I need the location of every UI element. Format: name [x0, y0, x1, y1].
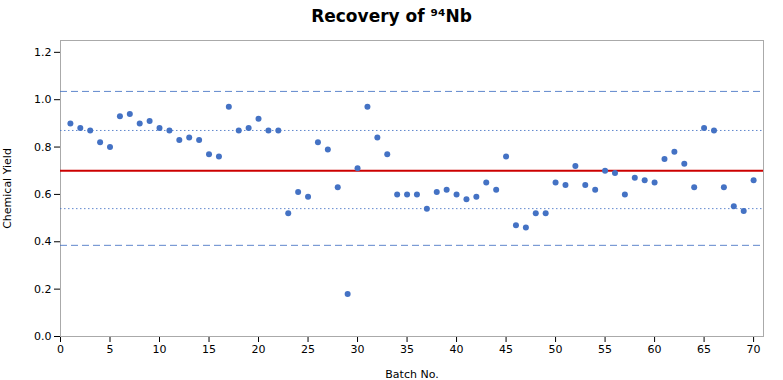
svg-text:0.8: 0.8 [34, 141, 52, 154]
svg-text:0.6: 0.6 [34, 188, 52, 201]
html-text:Recovery of ⁹⁴Nb: Recovery of ⁹⁴Nb [311, 6, 472, 26]
svg-text:Batch No.: Batch No. [385, 368, 438, 380]
svg-text:30: 30 [351, 343, 365, 356]
svg-text:0.4: 0.4 [34, 235, 52, 248]
svg-text:10: 10 [153, 343, 167, 356]
svg-text:60: 60 [648, 343, 662, 356]
svg-text:0: 0 [57, 343, 64, 356]
svg-text:70: 70 [747, 343, 761, 356]
svg-text:0.0: 0.0 [34, 330, 52, 343]
svg-text:25: 25 [301, 343, 315, 356]
svg-text:50: 50 [549, 343, 563, 356]
svg-text:1.2: 1.2 [34, 46, 52, 59]
svg-text:0.2: 0.2 [34, 283, 52, 296]
svg-text:65: 65 [697, 343, 711, 356]
svg-text:35: 35 [400, 343, 414, 356]
svg-text:55: 55 [598, 343, 612, 356]
svg-text:15: 15 [202, 343, 216, 356]
svg-text:1.0: 1.0 [34, 93, 52, 106]
svg-text:Chemical Yield: Chemical Yield [1, 148, 14, 229]
svg-text:20: 20 [252, 343, 266, 356]
svg-text:45: 45 [499, 343, 513, 356]
svg-text:40: 40 [450, 343, 464, 356]
svg-text:5: 5 [107, 343, 114, 356]
